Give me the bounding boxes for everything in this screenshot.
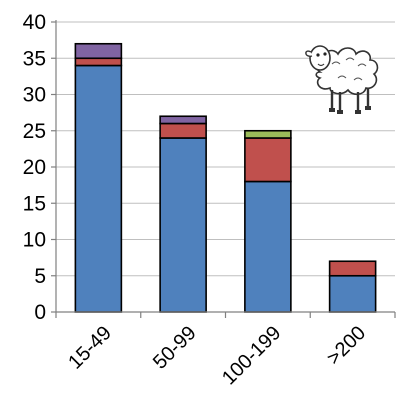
y-tick-label: 35 [23,47,46,70]
y-tick-label: 30 [23,84,46,107]
bar-segment [244,180,292,313]
y-tick-label: 40 [23,11,46,34]
y-tick-label: 10 [23,229,46,252]
bar-segment [74,64,123,313]
bar-segment [159,122,207,139]
bar-segment [74,57,123,67]
x-category-label: >200 [323,322,370,369]
y-axis-ticks: 0 5 10 15 20 25 30 35 40 [23,11,46,324]
bar-segment [244,129,292,139]
bar-segment [74,42,123,60]
axes [51,20,396,318]
sheep-icon [305,45,379,114]
x-category-label: 50-99 [149,322,201,374]
y-tick-label: 15 [23,192,46,215]
y-tick-label: 20 [23,156,46,179]
bar-segment [328,274,377,313]
y-tick-label: 25 [23,120,46,143]
bar-segment [328,260,377,277]
x-axis-labels: 15-49 50-99 100-199 >200 [64,322,370,389]
bar-segment [244,137,292,183]
x-category-label: 100-199 [218,322,285,389]
bars [74,42,377,313]
y-tick-label: 5 [34,265,46,288]
bar-segment [159,115,207,125]
bar-segment [159,137,207,313]
x-category-label: 15-49 [64,322,116,374]
y-tick-label: 0 [34,301,46,324]
